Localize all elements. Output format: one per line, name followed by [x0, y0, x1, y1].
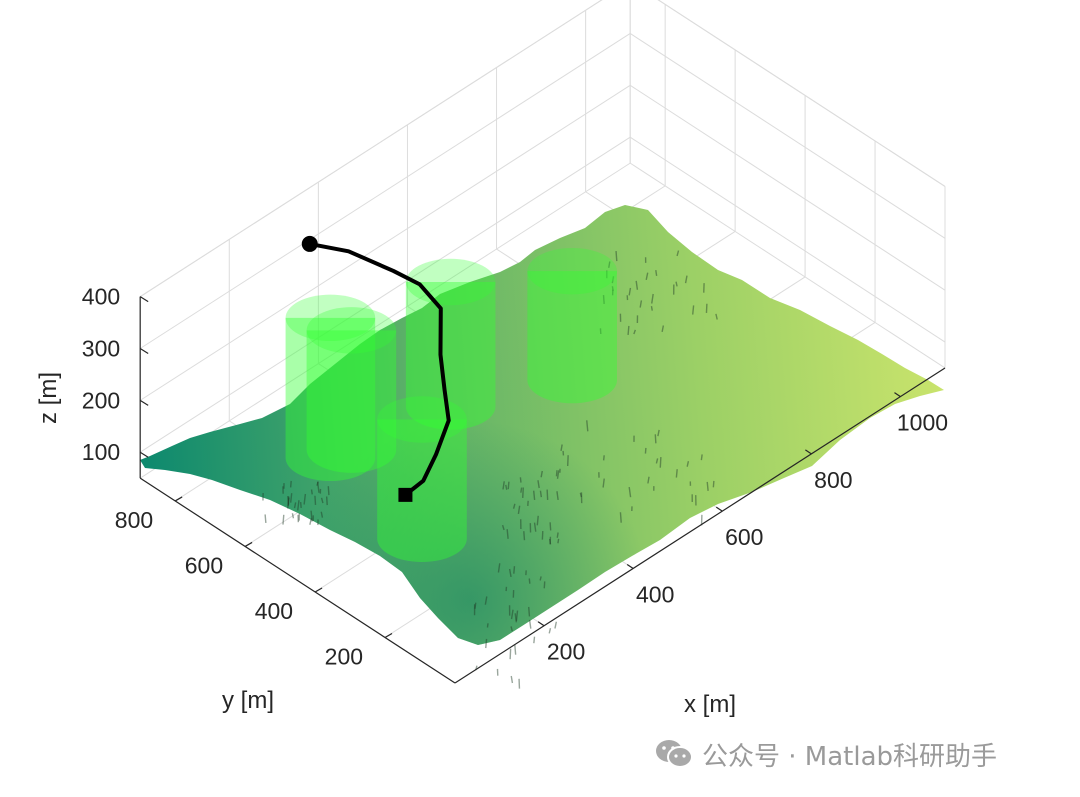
- watermark: 公众号 · Matlab科研助手: [654, 736, 997, 772]
- y-axis-title: y [m]: [222, 687, 274, 714]
- obstacle-cylinder-4: [377, 396, 467, 562]
- obstacle-body: [306, 330, 397, 473]
- y-tick-label: 400: [255, 598, 293, 624]
- z-tick-label: 400: [82, 284, 120, 310]
- terrain-surface: [140, 205, 944, 689]
- x-axis-title: x [m]: [684, 691, 736, 718]
- y-tick-label: 200: [325, 643, 363, 669]
- terrain-texture: [262, 250, 718, 689]
- x-tick-label: 1000: [897, 410, 948, 436]
- obstacle-top: [527, 247, 617, 295]
- path-line: [307, 241, 451, 497]
- watermark-text: 公众号 · Matlab科研助手: [702, 741, 998, 772]
- obstacle-body: [405, 281, 496, 430]
- x-tick-label: 800: [814, 467, 852, 493]
- x-tick-label: 600: [725, 524, 763, 550]
- obstacle-cylinder-1: [285, 294, 376, 482]
- obstacle-top: [306, 307, 397, 354]
- obstacle-body: [377, 419, 467, 562]
- terrain-shading: [140, 205, 944, 645]
- obstacle-body: [285, 317, 376, 482]
- z-axis-title: z [m]: [35, 372, 62, 424]
- obstacle-cylinder-5: [527, 247, 617, 404]
- obstacle-top: [377, 396, 467, 443]
- tick-labels: 200 400 600 800 1000 200 400 600 800 100 200 300 400: [82, 284, 948, 670]
- z-tick-label: 200: [82, 387, 120, 413]
- path-start-marker: [398, 487, 413, 502]
- y-tick-label: 600: [185, 552, 223, 578]
- obstacles: [285, 247, 617, 562]
- obstacle-cylinder-2: [306, 307, 397, 473]
- z-tick-label: 300: [82, 336, 120, 362]
- obstacle-body: [527, 271, 617, 404]
- path-end-marker: [301, 235, 318, 252]
- x-tick-label: 400: [636, 581, 674, 607]
- wechat-icon: [656, 740, 693, 768]
- z-tick-label: 100: [82, 439, 120, 465]
- x-tick-label: 200: [547, 639, 585, 665]
- flight-path: [301, 235, 451, 502]
- axes: [139, 296, 946, 684]
- y-tick-label: 800: [115, 507, 153, 533]
- obstacle-top: [285, 294, 376, 342]
